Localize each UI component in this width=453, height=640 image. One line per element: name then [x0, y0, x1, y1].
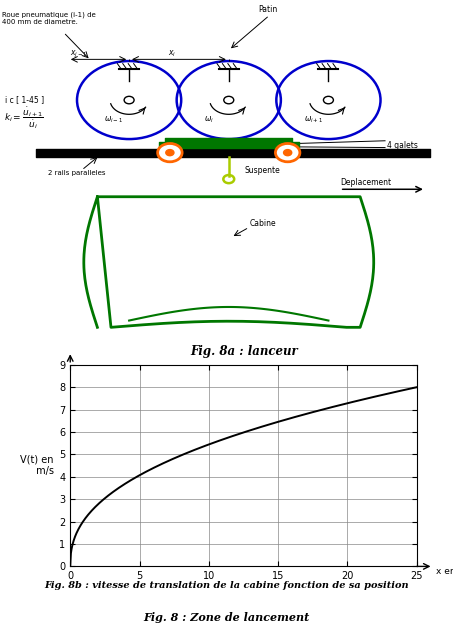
- Text: x en m: x en m: [436, 567, 453, 576]
- Text: Roue pneumatique (i-1) de
400 mm de diametre.: Roue pneumatique (i-1) de 400 mm de diam…: [2, 12, 96, 26]
- Text: Suspente: Suspente: [245, 166, 280, 175]
- Text: $\omega_{i+1}$: $\omega_{i+1}$: [304, 114, 323, 125]
- Text: Fig. 8b : vitesse de translation de la cabine fonction de sa position: Fig. 8b : vitesse de translation de la c…: [44, 580, 409, 589]
- Text: $\omega_{i-1}$: $\omega_{i-1}$: [104, 114, 124, 125]
- Circle shape: [166, 150, 174, 156]
- Text: i c [ 1-45 ]: i c [ 1-45 ]: [5, 95, 43, 104]
- Text: 4 galets: 4 galets: [387, 141, 418, 150]
- Text: Patin: Patin: [258, 5, 277, 14]
- Y-axis label: V(t) en
 m/s: V(t) en m/s: [20, 455, 53, 476]
- Text: $x_{j-1}$: $x_{j-1}$: [70, 49, 88, 60]
- Text: $k_i = \dfrac{\dot{u}_{i+1}}{\dot{u}_i}$: $k_i = \dfrac{\dot{u}_{i+1}}{\dot{u}_i}$: [4, 106, 43, 131]
- Text: Cabine: Cabine: [249, 219, 276, 228]
- Circle shape: [158, 143, 182, 162]
- Text: $\omega_i$: $\omega_i$: [204, 114, 214, 125]
- Circle shape: [284, 150, 292, 156]
- Text: $x_i$: $x_i$: [168, 48, 176, 59]
- Text: Deplacement: Deplacement: [340, 178, 391, 187]
- Circle shape: [275, 143, 300, 162]
- Text: Fig. 8 : Zone de lancement: Fig. 8 : Zone de lancement: [144, 612, 309, 623]
- Text: 2 rails paralleles: 2 rails paralleles: [48, 170, 105, 176]
- Text: Fig. 8a : lanceur: Fig. 8a : lanceur: [191, 345, 299, 358]
